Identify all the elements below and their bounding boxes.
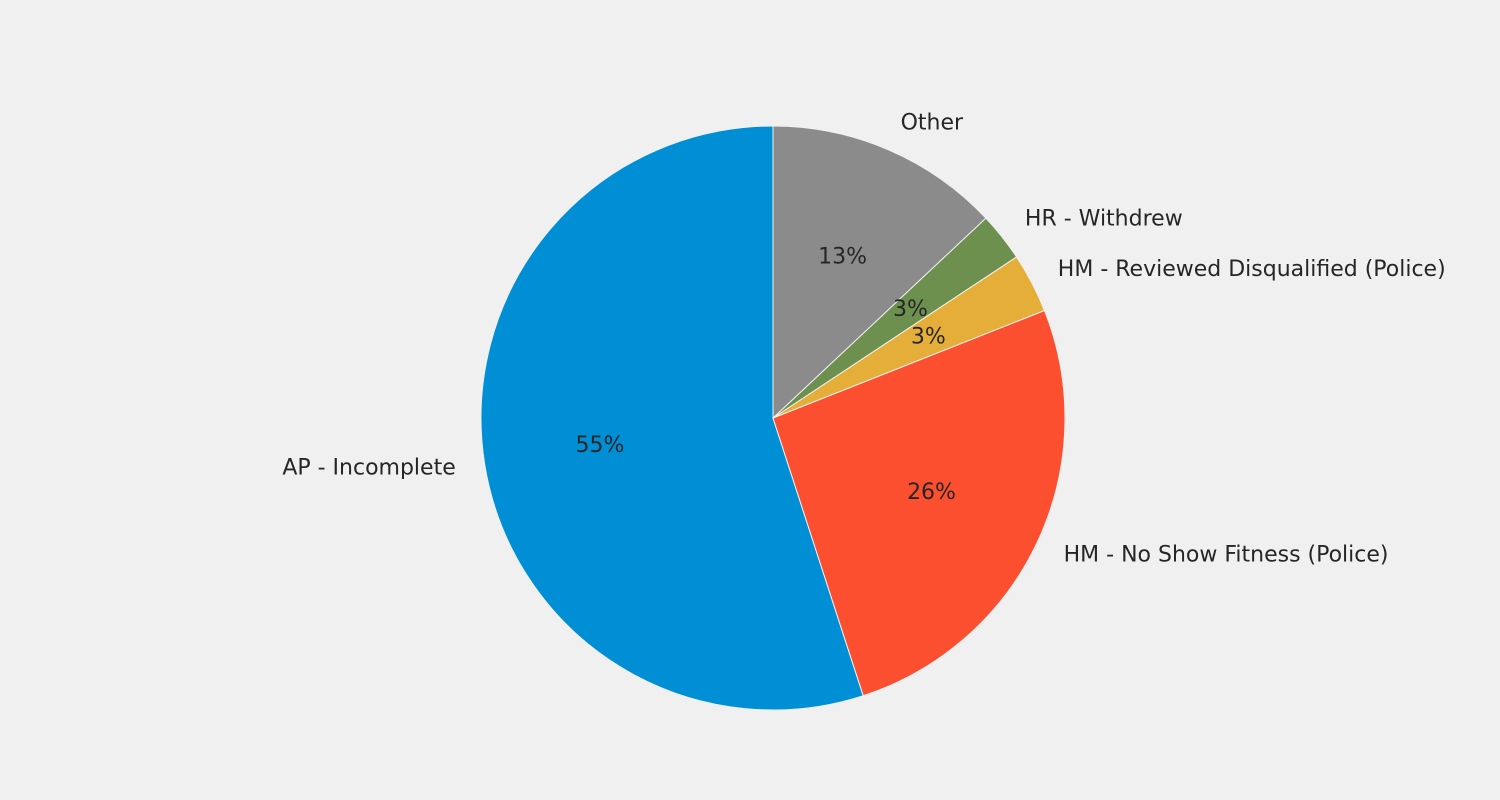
slice-percent-label: 13% [818,245,867,270]
slice-label: HM - Reviewed Disqualified (Police) [1058,257,1446,282]
pie-slice-other [772,125,987,420]
slices-layer [480,125,1066,711]
slice-percent-label: 3% [911,324,946,349]
pie-slice-ap-incomplete [480,125,864,711]
slice-percent-label: 3% [893,297,928,322]
slice-label: HM - No Show Fitness (Police) [1064,542,1389,567]
slice-label: AP - Incomplete [282,456,455,481]
slice-label: HR - Withdrew [1025,206,1183,231]
pie-slice-hm-no-show-fitness-police [772,309,1066,697]
slice-percent-label: 55% [576,433,625,458]
slice-percent-label: 26% [907,480,956,505]
slice-label: Other [901,111,964,136]
labels-layer: AP - Incomplete 55% HM - No Show Fitness (… [282,111,1445,568]
